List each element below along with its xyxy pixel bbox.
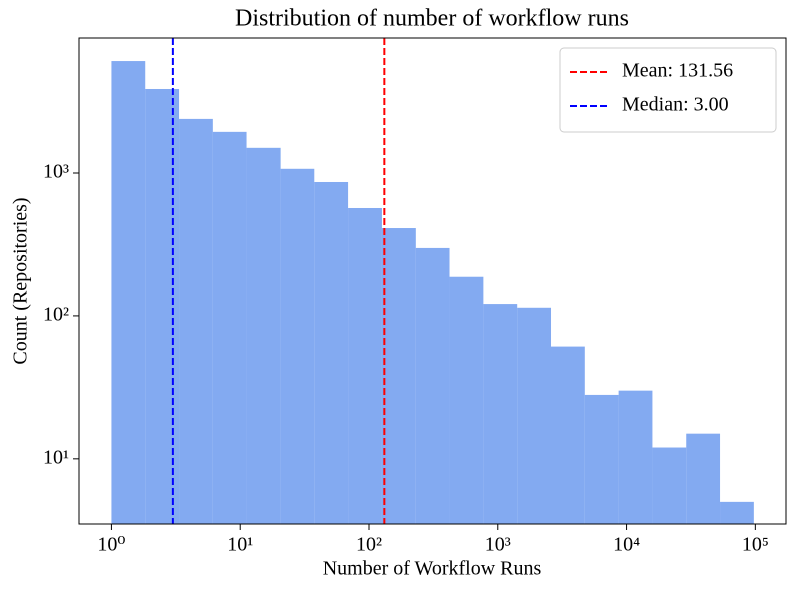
bar <box>517 307 552 524</box>
bar <box>111 61 146 525</box>
x-tick-label: 10² <box>356 534 382 556</box>
y-tick-label: 10¹ <box>43 446 69 468</box>
legend-label: Median: 3.00 <box>622 94 729 116</box>
x-axis-label: Number of Workflow Runs <box>323 558 542 580</box>
bar <box>551 346 585 524</box>
x-tick-label: 10³ <box>485 534 511 556</box>
plot-frame <box>78 37 787 525</box>
y-tick-label: 10² <box>43 304 69 326</box>
bar <box>280 168 315 524</box>
bar <box>483 304 518 524</box>
bar <box>584 394 619 524</box>
x-tick-label: 10⁰ <box>97 534 125 556</box>
bar <box>246 147 281 524</box>
x-tick-label: 10⁴ <box>613 534 640 556</box>
chart-title: Distribution of number of workflow runs <box>235 6 629 32</box>
bar <box>212 131 247 525</box>
bar <box>179 118 213 525</box>
bar <box>145 88 180 524</box>
bar <box>686 433 721 524</box>
x-tick-label: 10⁵ <box>742 534 769 556</box>
bar <box>381 228 416 524</box>
bar <box>348 207 382 525</box>
legend-label: Mean: 131.56 <box>622 60 733 82</box>
bar <box>618 390 653 524</box>
bar <box>449 276 484 524</box>
legend-box <box>559 47 777 133</box>
y-tick-label: 10³ <box>43 161 69 183</box>
bar <box>314 181 349 524</box>
bar <box>415 247 450 524</box>
bar <box>652 447 687 524</box>
y-axis-label: Count (Repositories) <box>10 197 32 364</box>
x-tick-label: 10¹ <box>227 534 253 556</box>
bar <box>720 501 754 524</box>
